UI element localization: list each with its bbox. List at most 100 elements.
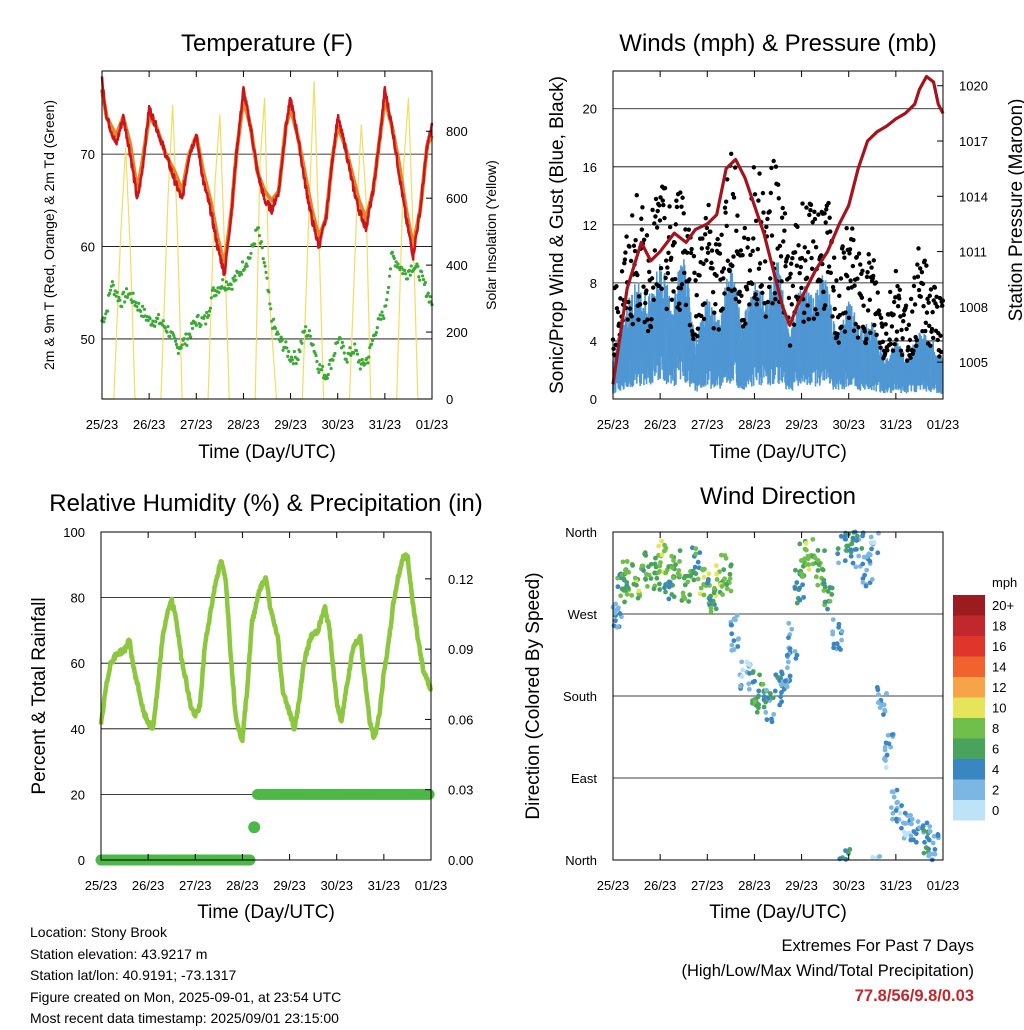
y-tick-label: 12 (583, 218, 597, 233)
direction-point (651, 586, 657, 592)
dewpoint-point (124, 287, 129, 291)
gust-point (848, 278, 853, 283)
gust-point (773, 164, 779, 169)
y-tick-label: North (565, 853, 597, 868)
dewpoint-point (174, 342, 179, 347)
direction-point (801, 594, 807, 600)
direction-point (786, 635, 791, 641)
dewpoint-point (375, 325, 379, 330)
dewpoint-point (140, 304, 145, 308)
dewpoint-point (316, 367, 320, 371)
extremes-values: 77.8/56/9.8/0.03 (854, 987, 974, 1005)
gust-point (910, 309, 915, 314)
gust-point (785, 254, 791, 259)
direction-point (860, 580, 866, 585)
x-tick-label: 26/23 (132, 878, 165, 893)
gust-point (851, 237, 856, 243)
gust-point (688, 250, 694, 256)
x-tick-label: 26/23 (644, 878, 677, 893)
y-tick-label: 20 (71, 787, 85, 802)
gust-point (810, 219, 815, 225)
legend-swatch (953, 656, 985, 677)
gust-point (918, 294, 923, 299)
gust-point (893, 268, 899, 274)
direction-point (903, 821, 908, 826)
legend-swatch (953, 779, 985, 800)
gust-point (822, 211, 827, 216)
gust-point (837, 293, 842, 299)
gust-point (730, 191, 736, 197)
gust-point (701, 261, 706, 267)
gust-point (663, 275, 668, 281)
gust-point (762, 301, 767, 306)
gust-point (776, 196, 781, 201)
temperature-ylabel: 2m & 9m T (Red, Orange) & 2m Td (Green) (41, 100, 57, 370)
gust-point (856, 325, 861, 330)
dewpoint-point (374, 330, 378, 335)
gust-point (928, 343, 933, 348)
gust-point (837, 312, 843, 318)
dewpoint-point (240, 260, 245, 264)
direction-point (893, 808, 899, 813)
rain-point (423, 788, 435, 800)
gust-point (788, 271, 793, 277)
dewpoint-point (262, 260, 266, 265)
direction-xlabel: Time (Day/UTC) (709, 902, 847, 923)
dewpoint-point (190, 326, 195, 331)
direction-point (787, 646, 793, 652)
direction-point (806, 567, 812, 572)
dewpoint-point (249, 251, 253, 256)
gust-point (861, 303, 866, 308)
direction-point (923, 845, 929, 851)
direction-point (810, 536, 816, 542)
direction-point (643, 576, 648, 582)
dewpoint-point (118, 298, 122, 302)
temperature-plot-area: 25/23 26/23 27/23 28/23 29/23 30/23 31/23 01/23… (81, 70, 468, 432)
direction-point (875, 550, 881, 556)
direction-point (739, 674, 745, 679)
gust-point (799, 255, 805, 261)
gust-point (713, 301, 718, 307)
direction-point (658, 560, 663, 565)
dewpoint-point (264, 270, 268, 274)
gust-point (742, 225, 748, 231)
direction-point (931, 833, 937, 839)
gust-point (725, 258, 731, 263)
direction-point (763, 710, 769, 715)
gust-point (704, 225, 710, 231)
gust-point (914, 343, 919, 348)
direction-point (852, 547, 858, 552)
winds-y2label: Station Pressure (Maroon) (1006, 99, 1024, 322)
gust-point (841, 250, 847, 255)
panel-humidity: Relative Humidity (%) & Precipitation (i… (29, 490, 483, 923)
direction-point (891, 794, 897, 800)
gust-point (630, 213, 635, 218)
extremes-box: Extremes For Past 7 Days (High/Low/Max W… (681, 934, 974, 1009)
dewpoint-point (256, 226, 261, 230)
gust-point (622, 257, 628, 262)
direction-point (735, 644, 741, 649)
gust-point (865, 269, 870, 275)
gust-point (630, 321, 635, 327)
direction-point (687, 592, 693, 598)
latlon-text: Station lat/lon: 40.9191; -73.1317 (30, 967, 237, 983)
dewpoint-point (387, 274, 392, 278)
dewpoint-point (123, 300, 127, 304)
dewpoint-point (122, 290, 126, 294)
gust-point (802, 245, 807, 250)
dewpoint-point (248, 256, 252, 260)
gust-point (938, 333, 943, 338)
gust-point (856, 251, 862, 256)
gust-point (860, 268, 865, 274)
dewpoint-point (380, 310, 384, 314)
gust-point (934, 294, 939, 300)
direction-point (884, 752, 890, 758)
direction-point (669, 565, 675, 571)
gust-point (884, 331, 889, 336)
direction-point (850, 560, 856, 566)
dewpoint-point (336, 340, 340, 345)
dewpoint-point (227, 286, 231, 291)
direction-point (622, 599, 627, 605)
gust-point (928, 287, 934, 292)
y2-tick-label: 1017 (959, 134, 988, 149)
